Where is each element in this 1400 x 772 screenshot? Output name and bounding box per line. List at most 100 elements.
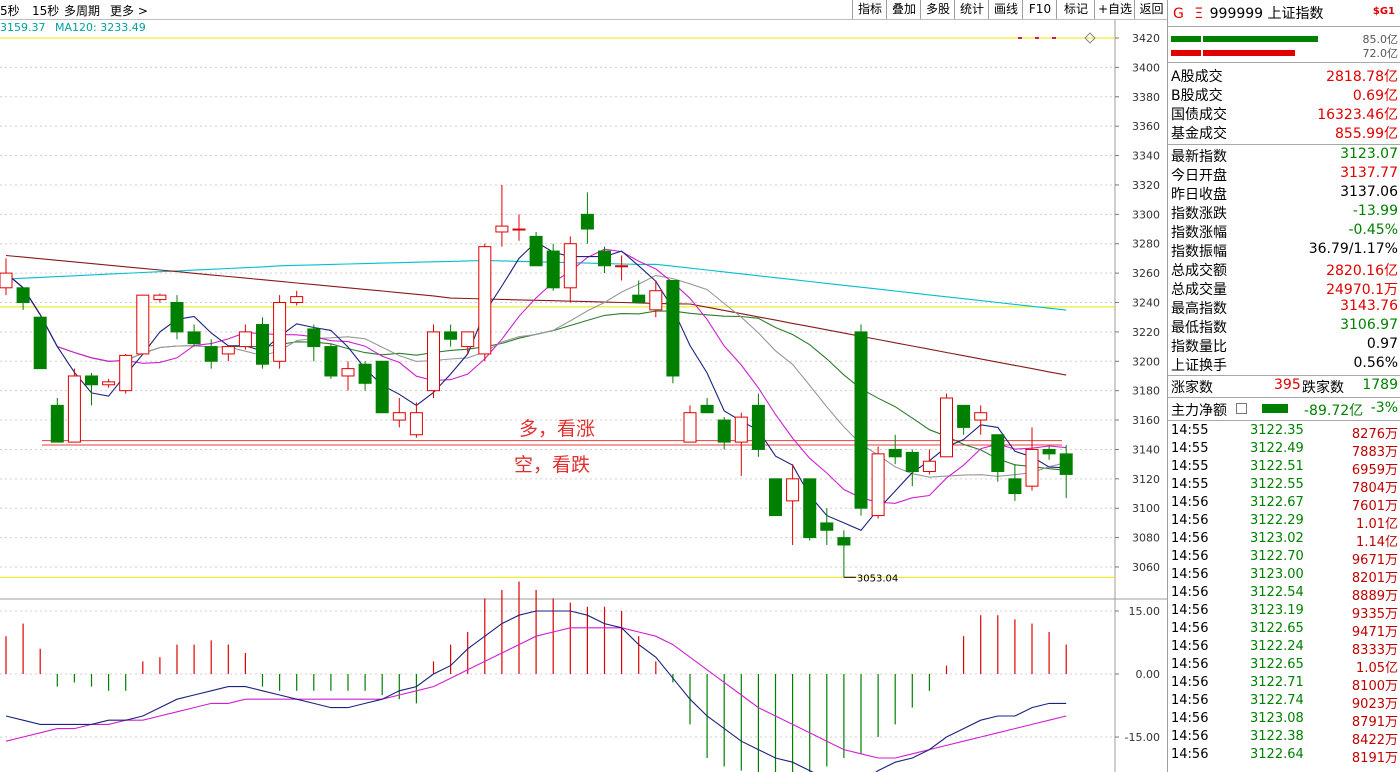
candle-body[interactable] xyxy=(1059,453,1073,475)
candle-body[interactable] xyxy=(461,331,475,348)
list-icon[interactable] xyxy=(1236,403,1247,414)
candle-body[interactable] xyxy=(598,250,611,267)
candle-body[interactable] xyxy=(563,243,577,289)
candle-body[interactable] xyxy=(256,324,269,365)
candle-body[interactable] xyxy=(187,331,201,345)
candle-body[interactable] xyxy=(974,412,988,421)
candle-body[interactable] xyxy=(16,287,30,303)
tick-amount: 1.05亿 xyxy=(1356,661,1398,676)
turnover-value: 0.69亿 xyxy=(1352,88,1398,104)
tick-price: 3122.70 xyxy=(1250,549,1304,564)
turnover-label: 国债成交 xyxy=(1171,107,1227,123)
stat-label: 指数振幅 xyxy=(1171,244,1227,260)
y-tick-label: 3300 xyxy=(1132,208,1160,221)
candle-body[interactable] xyxy=(717,419,731,443)
candle-body[interactable] xyxy=(769,478,782,517)
candle-body[interactable] xyxy=(119,354,133,392)
candle-body[interactable] xyxy=(444,331,458,340)
candle-body[interactable] xyxy=(666,279,680,377)
candle-body[interactable] xyxy=(136,294,150,355)
statistics-button[interactable]: 统计 xyxy=(954,0,989,19)
candle-body[interactable] xyxy=(1008,478,1022,495)
stat-row: 最低指数 3106.97 xyxy=(1168,317,1400,336)
candle-body[interactable] xyxy=(991,434,1005,472)
stat-value: 3123.07 xyxy=(1340,146,1398,162)
candle-body[interactable] xyxy=(375,360,389,414)
candle-body[interactable] xyxy=(324,346,338,377)
candle-body[interactable] xyxy=(837,537,851,546)
candle-body[interactable] xyxy=(1025,448,1039,487)
candle-body[interactable] xyxy=(221,346,235,355)
candle-body[interactable] xyxy=(854,331,868,509)
candle-body[interactable] xyxy=(204,346,218,362)
candle-body[interactable] xyxy=(529,235,543,267)
candle-body[interactable] xyxy=(427,331,440,392)
candle-body[interactable] xyxy=(33,316,47,370)
stat-value: 36.79/1.17% xyxy=(1308,241,1398,257)
candle-body[interactable] xyxy=(615,265,629,268)
candle-body[interactable] xyxy=(0,272,13,289)
candle-body[interactable] xyxy=(888,448,902,458)
draw-line-button[interactable]: 画线 xyxy=(988,0,1023,19)
candle-body[interactable] xyxy=(700,404,714,414)
candle-body[interactable] xyxy=(512,228,526,231)
tick-price: 3122.65 xyxy=(1250,657,1304,672)
candle-body[interactable] xyxy=(307,328,321,348)
candle-body[interactable] xyxy=(67,375,81,443)
candle-body[interactable] xyxy=(358,363,372,384)
fall-value: 1789 xyxy=(1362,377,1398,393)
candle-body[interactable] xyxy=(170,302,184,333)
candle-body[interactable] xyxy=(409,412,423,436)
candle-body[interactable] xyxy=(940,397,953,458)
indicator-button[interactable]: 指标 xyxy=(852,0,887,19)
menu-icon[interactable]: Ξ xyxy=(1194,6,1204,22)
ma-legend: 3159.37 MA120: 3233.49 xyxy=(0,21,146,34)
tick-row: 14:56 3122.24 8333万 xyxy=(1168,639,1400,658)
candle-body[interactable] xyxy=(632,294,646,303)
candle-body[interactable] xyxy=(495,225,509,233)
candle-body[interactable] xyxy=(957,404,971,428)
group-icon[interactable]: G xyxy=(1173,6,1184,22)
candle-body[interactable] xyxy=(392,412,406,421)
candle-body[interactable] xyxy=(905,451,919,472)
diamond-icon[interactable] xyxy=(1084,32,1096,44)
kline-chart[interactable]: 3420 3400 3380 3360 3340 3320 3300 3280 3260 3240… xyxy=(0,20,1167,772)
period-tab-15s[interactable]: 15秒 xyxy=(32,4,60,18)
candle-body[interactable] xyxy=(922,460,936,472)
period-tab-multi[interactable]: 多周期 xyxy=(64,4,101,18)
stat-label: 指数量比 xyxy=(1171,339,1227,355)
candle-body[interactable] xyxy=(786,478,800,502)
multi-stock-button[interactable]: 多股 xyxy=(920,0,955,19)
candle-body[interactable] xyxy=(153,294,167,301)
candle-body[interactable] xyxy=(273,302,287,362)
candle-body[interactable] xyxy=(85,375,98,386)
candle-body[interactable] xyxy=(803,478,817,539)
candle-body[interactable] xyxy=(50,404,64,443)
candle-body[interactable] xyxy=(1042,448,1056,455)
candle-body[interactable] xyxy=(734,416,748,443)
f10-button[interactable]: F10 xyxy=(1022,0,1057,19)
add-watchlist-button[interactable]: +自选 xyxy=(1094,0,1135,19)
y-tick-label: 3160 xyxy=(1132,414,1160,427)
candle-body[interactable] xyxy=(683,412,697,443)
candle-body[interactable] xyxy=(546,250,560,289)
tick-price: 3122.65 xyxy=(1250,621,1304,636)
candle-body[interactable] xyxy=(820,522,834,531)
candle-body[interactable] xyxy=(238,331,252,348)
candle-body[interactable] xyxy=(649,290,663,311)
back-button[interactable]: 返回 xyxy=(1134,0,1168,19)
candle-body[interactable] xyxy=(290,296,304,304)
tick-amount: 9671万 xyxy=(1351,553,1398,568)
candle-body[interactable] xyxy=(102,381,116,386)
candle-body[interactable] xyxy=(580,213,594,230)
tick-price: 3122.74 xyxy=(1250,693,1304,708)
mark-button[interactable]: 标记 xyxy=(1056,0,1095,19)
candle-body[interactable] xyxy=(341,368,355,377)
period-tab-more[interactable]: 更多 > xyxy=(110,4,148,18)
candle-body[interactable] xyxy=(871,453,885,517)
overlay-button[interactable]: 叠加 xyxy=(886,0,921,19)
period-tab-5s[interactable]: 5秒 xyxy=(0,4,20,18)
candle-body[interactable] xyxy=(751,404,765,450)
tick-price: 3122.67 xyxy=(1250,495,1304,510)
candle-body[interactable] xyxy=(478,246,492,355)
